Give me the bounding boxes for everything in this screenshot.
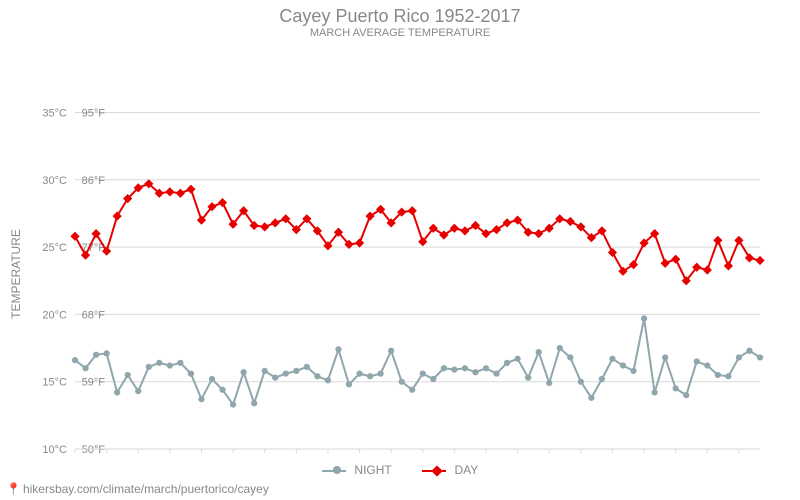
chart-plot: 10°C50°F15°C59°F20°C68°F25°C77°F30°C86°F…: [0, 39, 800, 459]
svg-text:86°F: 86°F: [82, 175, 106, 187]
svg-text:95°F: 95°F: [82, 107, 106, 119]
attribution: 📍hikersbay.com/climate/march/puertorico/…: [6, 482, 269, 496]
chart-title: Cayey Puerto Rico 1952-2017: [0, 0, 800, 27]
svg-text:20°C: 20°C: [42, 309, 67, 321]
svg-text:TEMPERATURE: TEMPERATURE: [9, 229, 23, 319]
legend-item-night: NIGHT: [322, 463, 392, 477]
legend-label-night: NIGHT: [354, 463, 391, 477]
chart-subtitle: MARCH AVERAGE TEMPERATURE: [0, 27, 800, 39]
svg-text:25°C: 25°C: [42, 242, 67, 254]
svg-text:50°F: 50°F: [82, 444, 106, 456]
svg-text:35°C: 35°C: [42, 107, 67, 119]
svg-text:15°C: 15°C: [42, 377, 67, 389]
map-pin-icon: 📍: [6, 482, 21, 496]
temperature-chart: Cayey Puerto Rico 1952-2017 MARCH AVERAG…: [0, 0, 800, 500]
svg-text:68°F: 68°F: [82, 309, 106, 321]
svg-text:10°C: 10°C: [42, 444, 67, 456]
diamond-icon: [431, 465, 442, 476]
svg-text:59°F: 59°F: [82, 377, 106, 389]
attribution-text: hikersbay.com/climate/march/puertorico/c…: [23, 482, 269, 496]
legend-label-day: DAY: [454, 463, 478, 477]
chart-legend: NIGHT DAY: [0, 463, 800, 477]
circle-icon: [333, 466, 341, 474]
svg-text:30°C: 30°C: [42, 175, 67, 187]
legend-item-day: DAY: [422, 463, 478, 477]
